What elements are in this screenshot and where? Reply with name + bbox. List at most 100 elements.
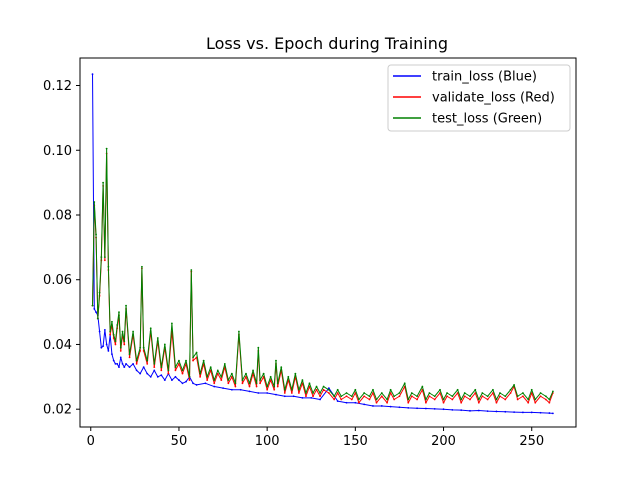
data-point (257, 392, 260, 394)
data-point (403, 382, 406, 385)
data-point (238, 330, 240, 333)
data-point (522, 395, 524, 398)
data-point (301, 396, 304, 399)
data-point (315, 388, 318, 391)
data-point (477, 398, 480, 401)
data-point (416, 407, 418, 410)
data-point (276, 385, 279, 388)
data-point (149, 375, 152, 378)
x-tick-label: 0 (87, 434, 95, 449)
data-point (111, 353, 113, 356)
data-point (275, 359, 277, 362)
data-point (234, 382, 237, 385)
legend-label: test_loss (Green) (432, 112, 542, 127)
data-point (119, 346, 122, 349)
data-point (456, 392, 459, 394)
data-point (178, 359, 180, 362)
data-point (234, 385, 237, 388)
data-point (153, 369, 156, 372)
data-point (372, 392, 374, 394)
data-point (460, 409, 463, 412)
data-point (495, 401, 498, 404)
data-point (513, 384, 515, 386)
data-point (121, 362, 124, 365)
data-point (336, 400, 339, 403)
data-point (181, 372, 184, 375)
data-point (393, 398, 396, 401)
data-point (451, 408, 454, 411)
data-point (227, 379, 230, 381)
data-point (153, 362, 156, 365)
data-point (327, 388, 330, 391)
data-point (469, 409, 471, 412)
data-point (142, 366, 145, 369)
data-point (248, 390, 251, 393)
data-point (206, 375, 209, 378)
legend-label: validate_loss (Red) (432, 91, 555, 106)
x-tick-label: 250 (519, 434, 544, 449)
data-point (522, 392, 524, 394)
data-point (372, 388, 374, 391)
data-point (446, 392, 448, 394)
data-point (460, 398, 463, 401)
data-point (319, 398, 321, 401)
data-point (220, 379, 223, 381)
data-point (389, 405, 392, 408)
data-point (190, 269, 193, 271)
data-point (310, 396, 313, 399)
data-point (213, 382, 216, 385)
data-point (118, 311, 120, 313)
data-point (375, 398, 378, 401)
data-point (357, 398, 360, 401)
data-point (209, 366, 212, 369)
data-point (269, 375, 272, 378)
data-point (456, 388, 459, 391)
data-point (474, 388, 477, 391)
data-point (442, 401, 445, 404)
data-point (380, 405, 383, 407)
data-point (245, 375, 247, 378)
data-point (174, 375, 177, 378)
data-point (442, 408, 445, 411)
data-point (95, 311, 97, 313)
data-point (407, 401, 410, 404)
data-point (539, 411, 542, 414)
data-point (220, 375, 223, 378)
data-point (548, 401, 551, 404)
data-point (107, 350, 110, 352)
data-point (398, 392, 401, 394)
data-point (486, 410, 489, 413)
data-point (141, 265, 143, 268)
data-point (181, 382, 184, 385)
data-point (125, 304, 127, 307)
data-point (123, 366, 126, 369)
data-point (398, 406, 401, 409)
data-point (433, 395, 436, 398)
data-point (522, 411, 524, 414)
data-point (192, 356, 194, 359)
data-point (252, 369, 254, 372)
data-point (530, 392, 533, 394)
data-point (539, 395, 542, 398)
data-point (275, 393, 277, 396)
data-point (156, 337, 159, 339)
data-point (492, 392, 494, 394)
data-point (504, 398, 507, 401)
data-point (98, 330, 101, 333)
data-point (421, 385, 424, 388)
data-point (195, 351, 198, 354)
data-point (185, 380, 187, 383)
data-point (160, 374, 163, 377)
legend-box (387, 64, 571, 132)
data-point (290, 388, 293, 391)
data-point (305, 392, 307, 394)
data-point (139, 372, 142, 375)
data-point (132, 362, 134, 365)
data-point (315, 385, 318, 388)
data-point (477, 401, 480, 404)
series-markers-0 (91, 73, 554, 415)
data-point (428, 395, 431, 398)
data-point (266, 388, 269, 391)
data-point (163, 343, 166, 346)
data-point (407, 407, 410, 409)
